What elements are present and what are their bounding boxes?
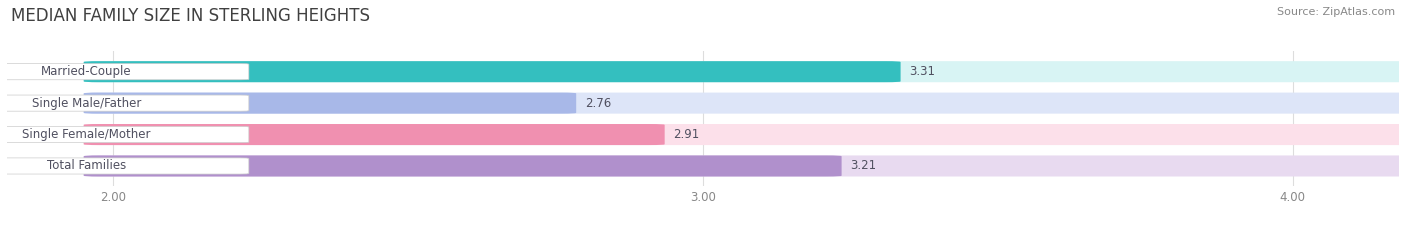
FancyBboxPatch shape [84,61,901,82]
Text: MEDIAN FAMILY SIZE IN STERLING HEIGHTS: MEDIAN FAMILY SIZE IN STERLING HEIGHTS [11,7,370,25]
FancyBboxPatch shape [84,93,576,114]
FancyBboxPatch shape [84,61,1406,82]
Text: 2.76: 2.76 [585,97,612,110]
FancyBboxPatch shape [0,158,249,174]
Text: Source: ZipAtlas.com: Source: ZipAtlas.com [1277,7,1395,17]
FancyBboxPatch shape [84,93,1406,114]
FancyBboxPatch shape [84,124,1406,145]
Text: Total Families: Total Families [46,159,127,172]
FancyBboxPatch shape [84,124,665,145]
Text: 3.31: 3.31 [910,65,935,78]
FancyBboxPatch shape [0,95,249,111]
Text: 3.21: 3.21 [851,159,876,172]
Text: 2.91: 2.91 [673,128,700,141]
Text: Married-Couple: Married-Couple [41,65,132,78]
Text: Single Female/Mother: Single Female/Mother [22,128,150,141]
FancyBboxPatch shape [84,155,1406,177]
Text: Single Male/Father: Single Male/Father [32,97,142,110]
FancyBboxPatch shape [0,127,249,143]
FancyBboxPatch shape [0,64,249,80]
FancyBboxPatch shape [84,155,842,177]
